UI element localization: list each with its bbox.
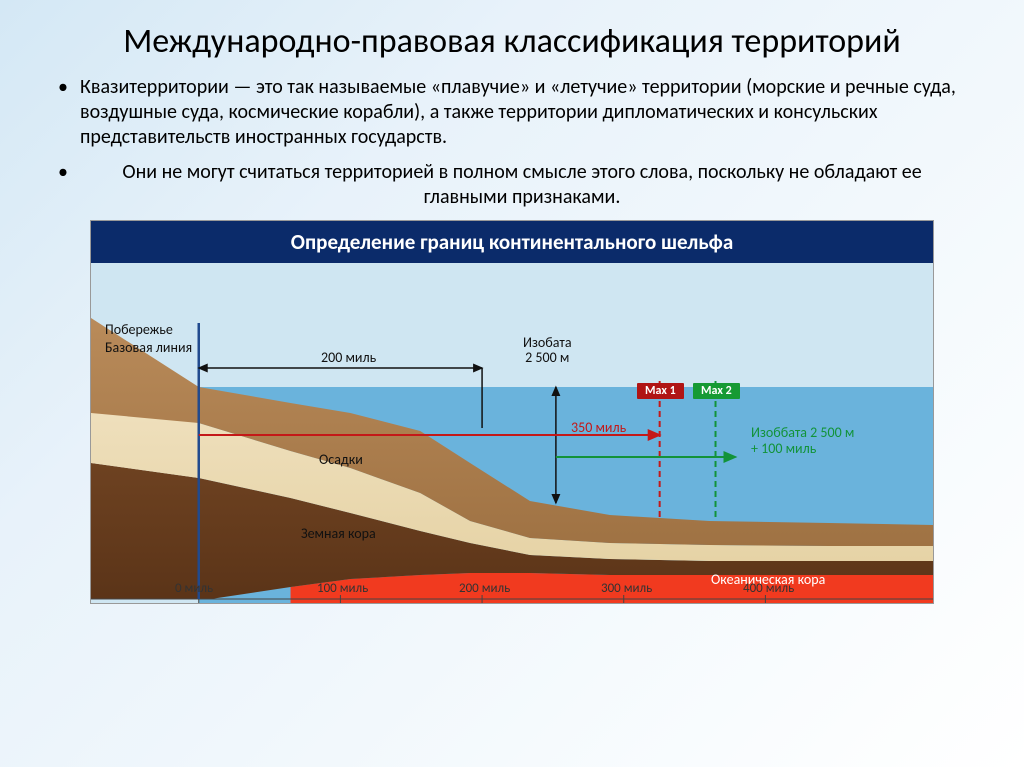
diagram-title: Определение границ континентального шель… bbox=[91, 221, 933, 263]
label-baseline: Базовая линия bbox=[105, 339, 192, 356]
diagram-body: Max 1: 350 миль от базовой линии Max 2: … bbox=[91, 263, 933, 603]
axis-tick: 300 миль bbox=[601, 581, 652, 596]
bullet-2: Они не могут считаться территорией в пол… bbox=[80, 160, 964, 210]
label-isobath: Изобата2 500 м bbox=[523, 335, 572, 366]
badge-max2: Мах 2 bbox=[693, 383, 740, 399]
axis-tick: 400 миль bbox=[743, 581, 794, 596]
badge-max1: Мах 1 bbox=[637, 383, 684, 399]
axis-tick: 0 миль bbox=[175, 581, 213, 596]
label-200: 200 миль bbox=[321, 349, 376, 366]
bullet-1: Квазитерритории — это так называемые «пл… bbox=[80, 75, 964, 150]
slide-title: Международно-правовая классификация терр… bbox=[0, 0, 1024, 75]
bullets: Квазитерритории — это так называемые «пл… bbox=[0, 75, 1024, 210]
label-350: 350 миль bbox=[571, 419, 626, 436]
label-sediments: Осадки bbox=[319, 451, 363, 468]
label-earthcrust: Земная кора bbox=[301, 525, 376, 542]
label-coast: Побережье bbox=[105, 321, 173, 338]
label-iso100: Изоббата 2 500 м+ 100 миль bbox=[751, 425, 854, 457]
axis-tick: 100 миль bbox=[317, 581, 368, 596]
axis-tick: 200 миль bbox=[459, 581, 510, 596]
diagram: Определение границ континентального шель… bbox=[90, 220, 934, 604]
